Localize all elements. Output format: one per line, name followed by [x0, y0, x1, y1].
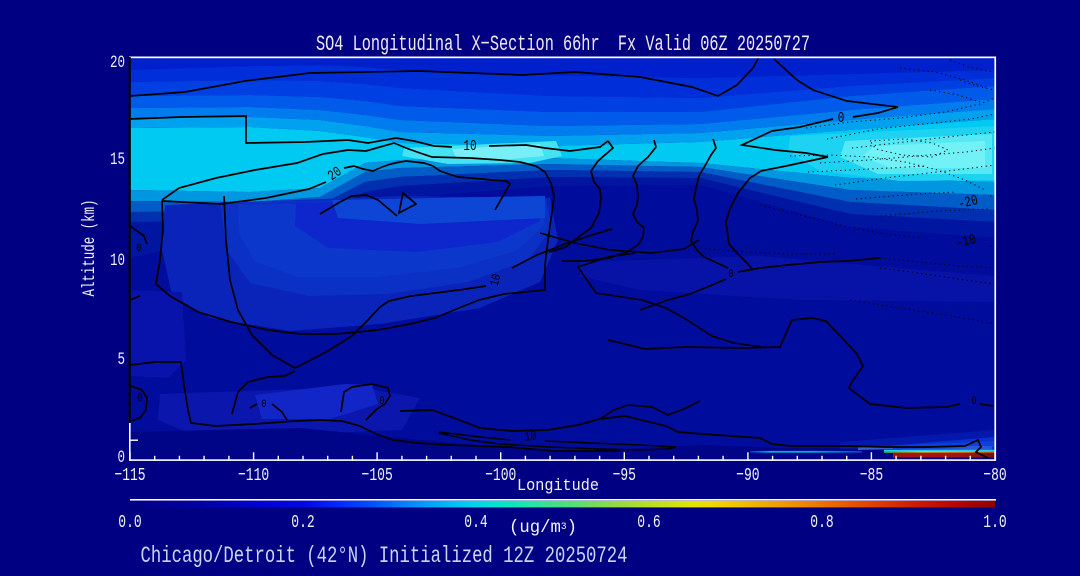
svg-text:SO4 Longitudinal X−Section 66h: SO4 Longitudinal X−Section 66hr Fx Valid… [316, 31, 810, 57]
svg-text:0: 0 [137, 393, 142, 405]
svg-text:−95: −95 [613, 465, 636, 486]
svg-text:20: 20 [110, 52, 125, 73]
svg-text:15: 15 [110, 149, 125, 170]
svg-text:0: 0 [117, 447, 125, 468]
svg-text:10: 10 [110, 250, 125, 271]
svg-text:0: 0 [838, 110, 845, 127]
svg-text:10: 10 [463, 138, 476, 155]
svg-text:Longitude: Longitude [517, 475, 599, 495]
svg-text:−85: −85 [860, 465, 883, 486]
svg-text:0.0: 0.0 [118, 512, 141, 533]
svg-text:−110: −110 [238, 465, 269, 486]
svg-text:−80: −80 [983, 465, 1006, 486]
svg-text:0: 0 [728, 269, 733, 281]
svg-text:0: 0 [379, 396, 384, 408]
svg-text:0.6: 0.6 [637, 512, 660, 533]
svg-text:-20: -20 [956, 192, 979, 213]
svg-text:(ug/m3): (ug/m 3) [509, 518, 577, 538]
svg-text:-10: -10 [954, 231, 977, 252]
svg-text:Altitude (km): Altitude (km) [79, 200, 100, 297]
svg-text:0: 0 [136, 243, 141, 255]
svg-text:10: 10 [488, 273, 505, 288]
svg-text:Chicago/Detroit (42°N) Initial: Chicago/Detroit (42°N) Initialized 12Z 2… [140, 544, 627, 570]
svg-text:0: 0 [971, 396, 976, 408]
svg-text:0.2: 0.2 [291, 512, 314, 533]
svg-text:−90: −90 [736, 465, 759, 486]
svg-text:0.4: 0.4 [464, 512, 487, 533]
svg-text:5: 5 [117, 349, 125, 370]
svg-text:−105: −105 [362, 465, 393, 486]
svg-text:10: 10 [524, 429, 538, 445]
svg-text:1.0: 1.0 [983, 512, 1006, 533]
svg-text:0: 0 [261, 399, 266, 411]
svg-text:0.8: 0.8 [810, 512, 833, 533]
svg-text:−115: −115 [114, 465, 145, 486]
svg-text:−100: −100 [485, 465, 516, 486]
